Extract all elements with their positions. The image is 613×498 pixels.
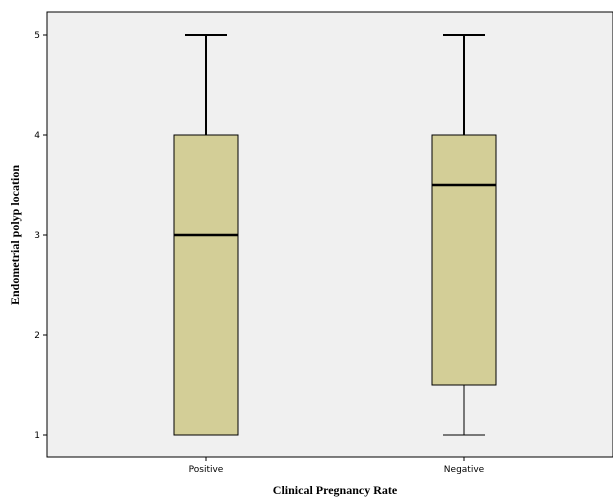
y-tick-label-2: 2 bbox=[34, 331, 40, 341]
box-positive bbox=[173, 134, 239, 436]
y-tick-label-5: 5 bbox=[34, 31, 40, 41]
x-tick-label-negative: Negative bbox=[444, 465, 485, 475]
x-tick-label-positive: Positive bbox=[189, 465, 224, 475]
y-axis-title: Endometrial polyp location bbox=[8, 165, 22, 305]
y-tick-label-1: 1 bbox=[34, 431, 40, 441]
box-negative bbox=[431, 134, 497, 386]
x-axis-title: Clinical Pregnancy Rate bbox=[273, 483, 398, 497]
chart-marks: 1 2 3 4 5 Positive Negative bbox=[34, 31, 497, 475]
plot-area bbox=[46, 11, 613, 458]
y-tick-label-4: 4 bbox=[34, 131, 40, 141]
y-tick-label-3: 3 bbox=[34, 231, 40, 241]
